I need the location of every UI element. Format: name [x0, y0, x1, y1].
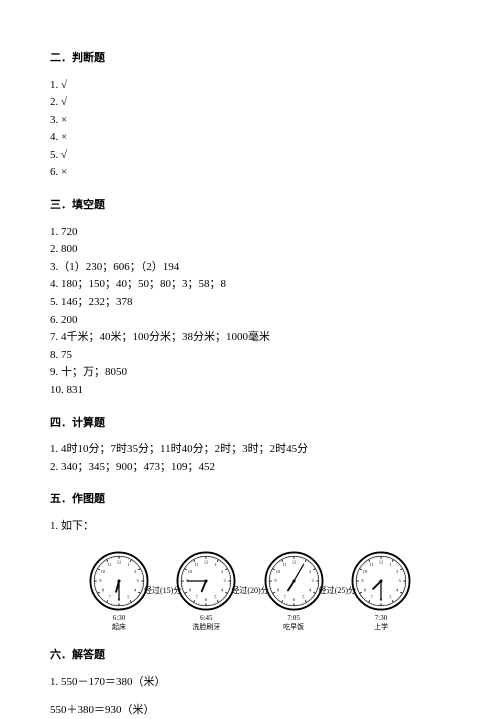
clock-label-1: 6:45 洗脸刷牙 — [192, 614, 220, 632]
section-2-title: 二．判断题 — [50, 50, 450, 67]
clock-3: 123456789101112 7:30 上学 — [350, 550, 412, 632]
section-4-content: 1. 4时10分；7时35分；11时40分；2时；3时；2时45分 2. 340… — [50, 441, 450, 476]
section-6-title: 六．解答题 — [50, 647, 450, 664]
s6-item-0: 1. 550－170＝380（米） — [50, 674, 450, 692]
svg-text:5: 5 — [302, 595, 304, 600]
svg-text:1: 1 — [215, 562, 217, 567]
svg-text:5: 5 — [389, 595, 391, 600]
clock-label-0: 6:30 起床 — [112, 614, 126, 632]
s4-item-1: 2. 340；345；900；473；109；452 — [50, 459, 450, 477]
svg-text:10: 10 — [101, 569, 105, 574]
s2-item-5: 6. × — [50, 164, 450, 182]
section-2-content: 1. √ 2. √ 3. × 4. × 5. √ 6. × — [50, 77, 450, 183]
clock-face-1: 123456789101112 — [175, 550, 237, 612]
svg-text:11: 11 — [370, 562, 374, 567]
clock-2: 123456789101112 7:05 吃早饭 — [263, 550, 325, 632]
svg-text:3: 3 — [137, 579, 139, 584]
s6-item-1: 550＋380＝930（米） — [50, 702, 450, 719]
arrow-1: 经过(20)分 — [231, 585, 268, 597]
clock-label-2: 7:05 吃早饭 — [283, 614, 304, 632]
s3-item-5: 6. 200 — [50, 312, 450, 330]
s3-item-8: 9. 十；万；8050 — [50, 364, 450, 382]
section-3-title: 三．填空题 — [50, 197, 450, 214]
s3-item-9: 10. 831 — [50, 382, 450, 400]
arrow-0: 经过(15)分 — [144, 585, 181, 597]
s3-item-6: 7. 4千米；40米；100分米；38分米；1000毫米 — [50, 329, 450, 347]
s3-item-2: 3.（1）230；606；（2）194 — [50, 259, 450, 277]
svg-text:12: 12 — [204, 560, 208, 565]
svg-text:9: 9 — [274, 579, 276, 584]
svg-text:3: 3 — [224, 579, 226, 584]
section-3-content: 1. 720 2. 800 3.（1）230；606；（2）194 4. 180… — [50, 224, 450, 400]
svg-text:5: 5 — [127, 595, 129, 600]
svg-text:8: 8 — [276, 588, 278, 593]
clock-label-3: 7:30 上学 — [374, 614, 388, 632]
s2-item-3: 4. × — [50, 129, 450, 147]
s2-item-2: 3. × — [50, 112, 450, 130]
clock-0: 123456789101112 6:30 起床 — [88, 550, 150, 632]
svg-text:12: 12 — [117, 560, 121, 565]
svg-text:2: 2 — [221, 569, 223, 574]
svg-text:9: 9 — [361, 579, 363, 584]
s2-item-0: 1. √ — [50, 77, 450, 95]
svg-text:1: 1 — [389, 562, 391, 567]
arrow-2: 经过(25)分 — [319, 585, 356, 597]
svg-text:11: 11 — [195, 562, 199, 567]
svg-text:12: 12 — [379, 560, 383, 565]
svg-text:10: 10 — [188, 569, 192, 574]
clocks-row: 123456789101112 6:30 起床 经过(15)分 12345678… — [50, 550, 450, 632]
clock-face-3: 123456789101112 — [350, 550, 412, 612]
svg-text:8: 8 — [189, 588, 191, 593]
svg-text:10: 10 — [275, 569, 279, 574]
svg-text:9: 9 — [99, 579, 101, 584]
section-5-title: 五．作图题 — [50, 491, 450, 508]
s4-item-0: 1. 4时10分；7时35分；11时40分；2时；3时；2时45分 — [50, 441, 450, 459]
section-6-content: 1. 550－170＝380（米） 550＋380＝930（米） — [50, 674, 450, 719]
svg-text:2: 2 — [134, 569, 136, 574]
svg-text:8: 8 — [102, 588, 104, 593]
s3-item-3: 4. 180；150；40；50；80；3；58；8 — [50, 276, 450, 294]
svg-text:5: 5 — [215, 595, 217, 600]
clock-1: 123456789101112 6:45 洗脸刷牙 — [175, 550, 237, 632]
svg-text:11: 11 — [108, 562, 112, 567]
clock-face-2: 123456789101112 — [263, 550, 325, 612]
svg-text:12: 12 — [291, 560, 295, 565]
svg-text:11: 11 — [282, 562, 286, 567]
s5-intro: 1. 如下： — [50, 518, 450, 536]
s3-item-7: 8. 75 — [50, 347, 450, 365]
s2-item-1: 2. √ — [50, 94, 450, 112]
svg-text:2: 2 — [396, 569, 398, 574]
s2-item-4: 5. √ — [50, 147, 450, 165]
section-4-title: 四．计算题 — [50, 415, 450, 432]
svg-text:3: 3 — [311, 579, 313, 584]
svg-text:10: 10 — [363, 569, 367, 574]
s3-item-4: 5. 146；232；378 — [50, 294, 450, 312]
section-5-content: 1. 如下： — [50, 518, 450, 536]
svg-text:8: 8 — [364, 588, 366, 593]
s3-item-0: 1. 720 — [50, 224, 450, 242]
clock-face-0: 123456789101112 — [88, 550, 150, 612]
s3-item-1: 2. 800 — [50, 241, 450, 259]
svg-text:3: 3 — [398, 579, 400, 584]
svg-text:2: 2 — [309, 569, 311, 574]
svg-text:1: 1 — [127, 562, 129, 567]
